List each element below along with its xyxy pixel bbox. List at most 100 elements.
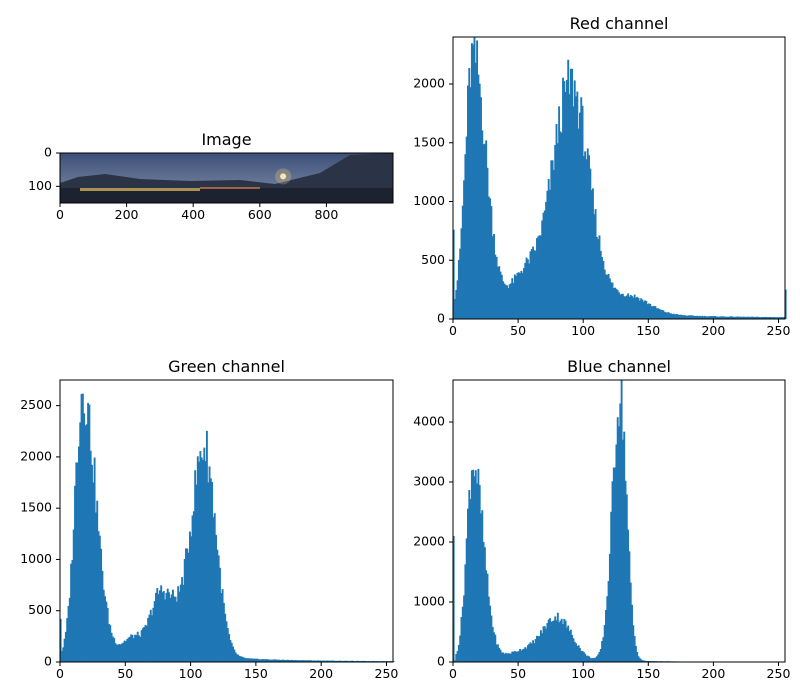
histogram-bar (301, 660, 304, 662)
histogram-bar (140, 630, 143, 662)
histogram-bar (584, 151, 587, 319)
histogram-bar (770, 317, 773, 319)
histogram-bar (618, 426, 620, 662)
histogram-bar (172, 589, 174, 662)
histogram-bar (299, 660, 302, 662)
histogram-bar (757, 316, 760, 319)
histogram-bar (124, 641, 127, 662)
histogram-bar (720, 316, 723, 319)
histogram-bar (177, 586, 180, 662)
histogram-bar (141, 628, 144, 662)
histogram-bar (593, 658, 596, 662)
histogram-bar (743, 316, 745, 319)
histogram-bar (616, 417, 619, 662)
histogram-bar (284, 659, 287, 662)
histogram-bar (580, 650, 583, 662)
histogram-bar (767, 316, 770, 319)
y-tick-label: 4000 (413, 414, 445, 429)
histogram-bar (204, 461, 207, 662)
histogram-bar (331, 660, 334, 662)
histogram-bar (731, 316, 734, 319)
histogram-bar (104, 596, 106, 662)
histogram-bar (578, 112, 581, 319)
histogram-bar (62, 647, 65, 662)
histogram-bar (88, 404, 91, 662)
histogram-bar (77, 446, 80, 662)
histogram-bar (543, 626, 546, 662)
histogram-bar (623, 431, 626, 662)
histogram-bar (224, 613, 227, 662)
histogram-bar (128, 636, 131, 662)
histogram-bar (490, 615, 493, 662)
y-tick-label: 1000 (20, 551, 52, 566)
y-tick-label: 1000 (413, 594, 445, 609)
histogram-bar (135, 635, 138, 662)
histogram-bar (59, 618, 62, 662)
y-tick-label: 2500 (20, 397, 52, 412)
y-tick-label: 1000 (413, 193, 445, 208)
histogram-bar (581, 105, 584, 319)
histogram-bar (620, 380, 623, 662)
histogram-bar (337, 660, 340, 662)
histogram-bar (554, 616, 557, 662)
histogram-bar (694, 316, 697, 319)
histogram-bar (251, 658, 254, 662)
histogram-bar (63, 638, 66, 662)
histogram-bar (633, 635, 636, 662)
histogram-bar (692, 315, 695, 319)
histogram-bar (328, 660, 331, 662)
histogram-bar (631, 604, 633, 662)
histogram-bar (529, 251, 532, 319)
histogram-bar (741, 316, 744, 319)
histogram-bar (457, 644, 460, 662)
histogram-bar (621, 293, 624, 319)
histogram-bar (71, 560, 74, 662)
histogram-bar (121, 643, 123, 662)
histogram-bar (634, 645, 637, 662)
histogram-bar (205, 430, 208, 662)
histogram-bar (75, 462, 78, 662)
histogram-bar (115, 644, 118, 662)
histogram-bar (512, 651, 515, 662)
histogram-bar (558, 622, 561, 662)
histogram-bar (118, 644, 121, 662)
histogram-bar (493, 233, 495, 319)
histogram-bar (571, 68, 574, 319)
histogram-bar (556, 143, 559, 319)
histogram-bar (286, 659, 289, 662)
histogram-bar (94, 512, 97, 662)
histogram-bar (624, 480, 627, 662)
x-tick-label: 0 (449, 666, 457, 681)
histogram-bar (272, 659, 275, 662)
histogram-bar (207, 482, 210, 662)
histogram-bar (285, 659, 288, 662)
histogram-bar (323, 660, 326, 662)
histogram-bar (597, 239, 600, 319)
histogram-bar (523, 268, 525, 319)
histogram-bar (649, 660, 652, 662)
histogram-bar (509, 653, 512, 662)
histogram-bar (593, 214, 596, 319)
moon-mark (280, 173, 287, 180)
histogram-bar (98, 535, 101, 662)
histogram-bar (529, 642, 532, 662)
histogram-bar (153, 601, 156, 662)
histogram-bar (164, 599, 167, 662)
axes-frame (59, 152, 394, 204)
histogram-bar (473, 37, 476, 319)
histogram-bar (568, 94, 571, 319)
histogram-bar (542, 212, 545, 319)
histogram-bar (671, 314, 674, 319)
x-tick-label: 0 (56, 207, 64, 222)
histogram-bar (493, 632, 495, 662)
histogram-bar (687, 315, 689, 319)
x-tick-label: 200 (115, 207, 139, 222)
histogram-bar (483, 547, 486, 662)
histogram-bar (582, 155, 585, 319)
histogram-bar (169, 597, 172, 662)
histogram-bar (477, 74, 480, 319)
histogram-bar (578, 648, 581, 662)
histogram-bar (504, 284, 507, 319)
histogram-bar (259, 659, 262, 662)
histogram-bar (633, 294, 636, 319)
